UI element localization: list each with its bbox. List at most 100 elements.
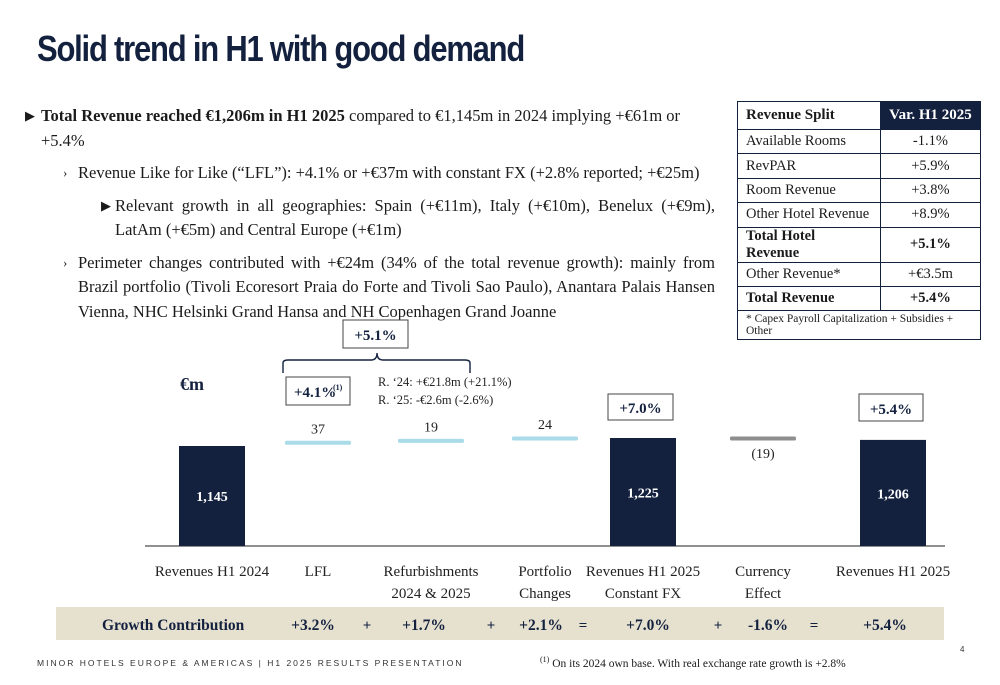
table-note-row: * Capex Payroll Capitalization + Subsidi… xyxy=(737,310,981,341)
bar-total xyxy=(860,439,926,546)
unit-label: €m xyxy=(180,374,204,394)
constant-fx-label: +7.0% xyxy=(619,401,661,417)
waterfall-chart: 1,145 37 19 24 1,225 (19) 1,206 Revenues H1 202… xyxy=(56,319,950,640)
bar-decrease xyxy=(730,436,796,441)
table-body: Available Rooms -1.1% RevPAR +5.9% Room Reve… xyxy=(737,128,982,312)
bar-value-label: 1,225 xyxy=(627,486,659,501)
table-cell-value: +5.9% xyxy=(879,153,982,179)
category-label: Constant FX xyxy=(605,586,681,602)
table-cell-value: +5.4% xyxy=(879,285,982,312)
table-row: Room Revenue +3.8% xyxy=(737,177,982,204)
growth-contribution-value: +7.0% xyxy=(626,617,670,634)
bullet-geographies: ▶ Relevant growth in all geographies: Sp… xyxy=(25,194,715,243)
lfl-label-box xyxy=(285,376,351,406)
table-header-row: Revenue Split Var. H1 2025 xyxy=(737,101,982,130)
table-row: Total Revenue +5.4% xyxy=(737,285,982,312)
lfl-footnote-marker: (1) xyxy=(333,383,343,392)
bar-value-label: 24 xyxy=(538,418,552,433)
total-growth-label: +5.4% xyxy=(870,402,912,418)
bar-value-label: 1,206 xyxy=(877,487,909,502)
category-label: Revenues H1 2024 xyxy=(155,564,270,580)
category-label: Refurbishments xyxy=(384,564,479,580)
bullet-perimeter-text: Perimeter changes contributed with +€24m… xyxy=(78,252,715,321)
growth-contribution-label: Growth Contribution xyxy=(102,617,245,634)
table-row: Available Rooms -1.1% xyxy=(737,128,982,155)
table-cell-value: -1.1% xyxy=(879,128,982,155)
growth-contribution-operator: + xyxy=(487,618,496,634)
growth-contribution-operator: + xyxy=(714,618,723,634)
footnote: (1) On its 2024 own base. With real exch… xyxy=(540,655,846,670)
table-row: RevPAR +5.9% xyxy=(737,153,982,179)
bar-increase xyxy=(285,440,351,445)
bar-total xyxy=(179,446,245,546)
category-label: LFL xyxy=(305,564,332,580)
table-cell-label: Other Hotel Revenue xyxy=(737,202,881,228)
category-label: Revenues H1 2025 xyxy=(586,564,700,580)
growth-contribution-operator: = xyxy=(810,618,819,634)
revenue-split-table: Revenue Split Var. H1 2025 Available Roo… xyxy=(737,101,982,341)
bullet-total-revenue: ▶ Total Revenue reached €1,206m in H1 20… xyxy=(25,104,715,153)
bar-value-label: 1,145 xyxy=(196,490,228,505)
bullet-geographies-text: Relevant growth in all geographies: Spai… xyxy=(115,195,715,240)
table-cell-label: Total Hotel Revenue xyxy=(737,226,881,263)
table-header-var: Var. H1 2025 xyxy=(879,101,982,130)
category-label: 2024 & 2025 xyxy=(391,586,470,602)
category-label: Portfolio xyxy=(518,564,571,580)
growth-contribution-value: -1.6% xyxy=(748,617,788,634)
growth-contribution-value: +3.2% xyxy=(291,617,335,634)
table-cell-label: Other Revenue* xyxy=(737,261,881,287)
bullet-lfl-text: Revenue Like for Like (“LFL”): +4.1% or … xyxy=(78,163,700,182)
total-growth-label-box xyxy=(858,393,924,422)
category-label: Effect xyxy=(745,586,782,602)
refurb-note: R. ‘25: -€2.6m (-2.6%) xyxy=(378,393,493,407)
chevron-bullet-icon: › xyxy=(63,165,68,180)
table-cell-value: +€3.5m xyxy=(879,261,982,287)
table-cell-label: Room Revenue xyxy=(737,177,881,204)
category-label: Revenues H1 2025 xyxy=(836,564,950,580)
lfl-label: +4.1% xyxy=(294,385,336,401)
bullet-total-revenue-bold: Total Revenue reached €1,206m in H1 2025 xyxy=(41,106,345,125)
table-note: * Capex Payroll Capitalization + Subsidi… xyxy=(737,310,981,341)
footnote-marker: (1) xyxy=(540,655,550,664)
bracket-line xyxy=(282,352,471,373)
growth-contribution-value: +2.1% xyxy=(519,617,563,634)
category-label: Currency xyxy=(735,564,791,580)
bar-value-label: 37 xyxy=(311,422,325,437)
chevron-bullet-icon: › xyxy=(63,254,68,270)
table-row: Other Hotel Revenue +8.9% xyxy=(737,202,982,228)
table-cell-label: Available Rooms xyxy=(737,128,881,155)
bullet-lfl: › Revenue Like for Like (“LFL”): +4.1% o… xyxy=(25,161,715,186)
bar-increase xyxy=(398,438,464,443)
growth-contribution-operator: + xyxy=(363,618,372,634)
bar-increase xyxy=(512,436,578,441)
page-number: 4 xyxy=(960,645,965,654)
table-cell-value: +8.9% xyxy=(879,202,982,228)
bullet-total-revenue-rest: compared to €1,145m in 2024 implying +€6… xyxy=(41,106,681,150)
chart-plot: 1,145 37 19 24 1,225 (19) 1,206 Revenues H1 202… xyxy=(56,319,950,640)
bullet-list: ▶ Total Revenue reached €1,206m in H1 20… xyxy=(25,104,715,324)
table-cell-label: RevPAR xyxy=(737,153,881,179)
growth-contribution-band xyxy=(56,607,944,640)
bullet-perimeter: › Perimeter changes contributed with +€2… xyxy=(25,251,715,325)
refurb-note: R. ‘24: +€21.8m (+21.1%) xyxy=(378,375,512,389)
table-cell-label: Total Revenue xyxy=(737,285,881,312)
table-row: Other Revenue* +€3.5m xyxy=(737,261,982,287)
bar-value-label: 19 xyxy=(424,420,438,435)
bracket-label: +5.1% xyxy=(354,328,396,344)
growth-contribution-value: +5.4% xyxy=(863,617,907,634)
bar-value-label: (19) xyxy=(751,447,775,462)
bar-total xyxy=(610,438,676,546)
growth-contribution-operator: = xyxy=(579,618,588,634)
triangle-bullet-icon: ▶ xyxy=(25,108,35,123)
table-row: Total Hotel Revenue +5.1% xyxy=(737,226,982,263)
footnote-text: On its 2024 own base. With real exchange… xyxy=(549,657,846,670)
bracket-label-box xyxy=(342,319,409,349)
table-cell-value: +3.8% xyxy=(879,177,982,204)
table-header-label: Revenue Split xyxy=(737,101,881,130)
category-label: Changes xyxy=(519,586,571,602)
constant-fx-label-box xyxy=(607,393,674,421)
footer-text: MINOR HOTELS EUROPE & AMERICAS | H1 2025… xyxy=(37,658,464,668)
triangle-bullet-icon: ▶ xyxy=(101,197,111,213)
table-cell-value: +5.1% xyxy=(879,226,982,263)
page-title: Solid trend in H1 with good demand xyxy=(37,28,525,69)
